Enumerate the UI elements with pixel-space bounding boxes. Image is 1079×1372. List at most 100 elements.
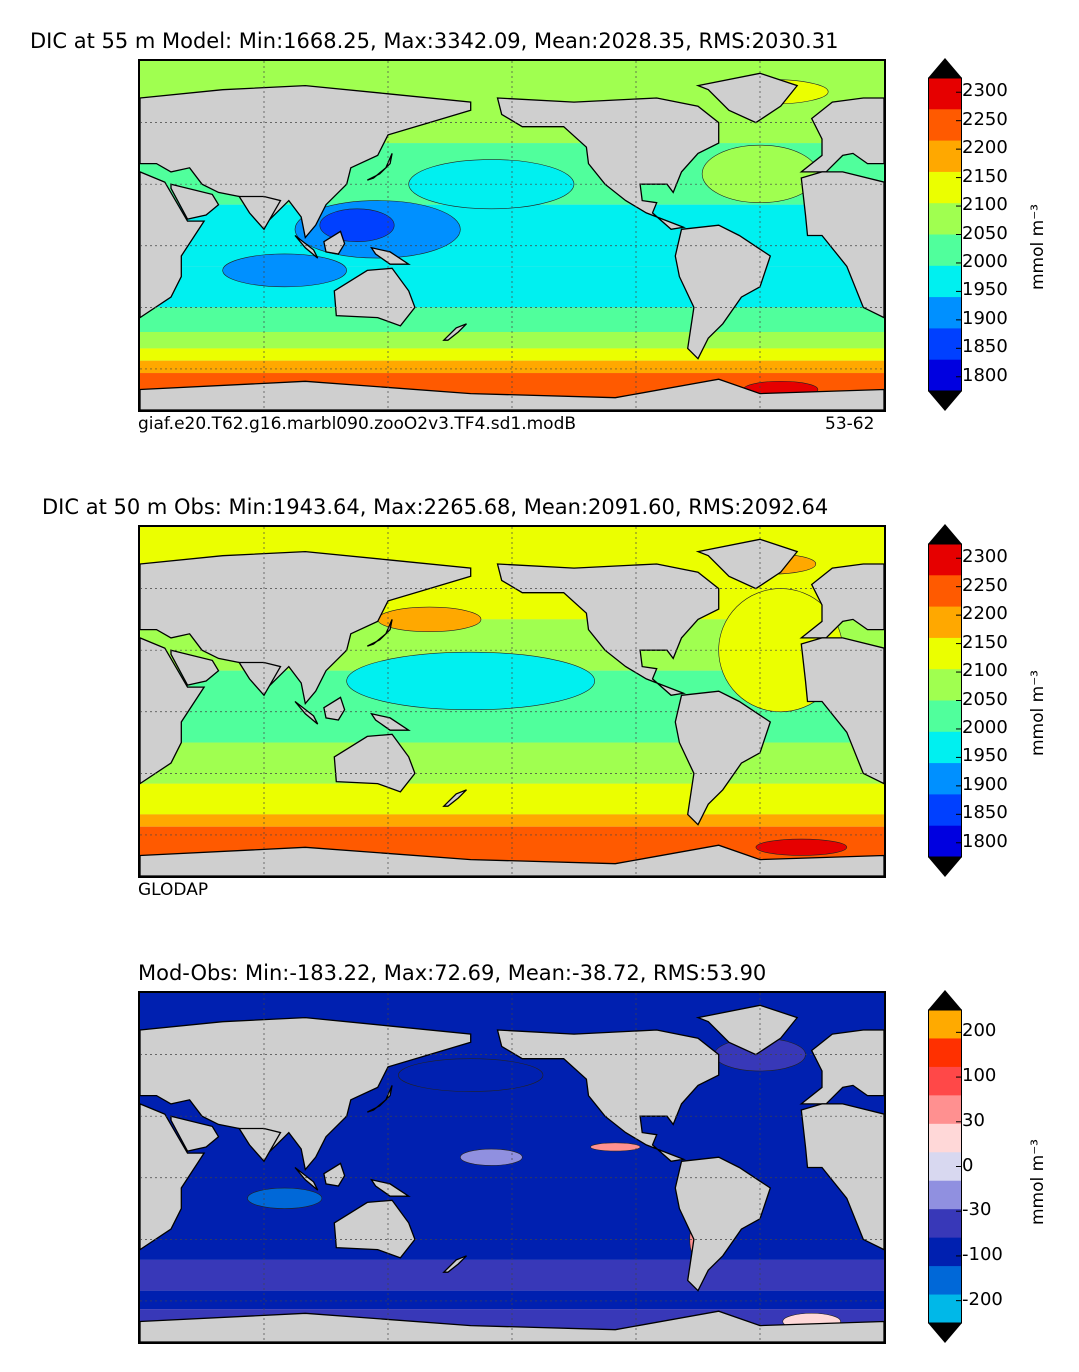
- land-samerica: [674, 1156, 772, 1292]
- panel-2-title: DIC at 50 m Obs: Min:1943.64, Max:2265.6…: [42, 495, 829, 519]
- panel-1-colorbar-unit: mmol m⁻³: [1028, 204, 1048, 290]
- land-japan: [367, 619, 393, 647]
- panel-1-colorbar-segment: [928, 328, 962, 361]
- panel-1-map: [138, 59, 886, 412]
- land-sumatra: [294, 234, 319, 259]
- ocean-band-southern-1: [140, 1259, 884, 1291]
- panel-3-colorbar-segment: [928, 1180, 962, 1210]
- contour-north-pacific: [398, 1058, 544, 1092]
- panel-2-colorbar-svg: [928, 524, 962, 877]
- panel-2-colorbar-tick-label: 2000: [962, 716, 1008, 738]
- panel-3-colorbar-segment: [928, 1038, 962, 1068]
- ocean-band-southern-2: [140, 331, 884, 349]
- land-nz: [442, 1255, 467, 1273]
- panel-1-colorbar-segment: [928, 140, 962, 173]
- panel-2-colorbar-tick-label: 2050: [962, 688, 1008, 710]
- panel-2-map-svg: [140, 527, 884, 876]
- panel-2-colorbar: 2300 2250 2200 2150 2100 2050 2000 1950 1900 1850…: [928, 524, 1079, 877]
- land-africa: [140, 637, 206, 785]
- land-borneo: [323, 696, 346, 721]
- panel-3-colorbar-svg: [928, 990, 962, 1343]
- land-eurasia: [140, 550, 472, 706]
- land-eurasia: [140, 1016, 472, 1172]
- panel-2-colorbar-extend-max: [928, 524, 962, 544]
- panel-2-colorbar-segment: [928, 731, 962, 764]
- panel-1-title: DIC at 55 m Model: Min:1668.25, Max:3342…: [30, 29, 839, 53]
- panel-1-colorbar-extend-min: [928, 391, 962, 411]
- land-sumatra: [294, 700, 319, 725]
- panel-2-colorbar-segment: [928, 825, 962, 858]
- land-india: [238, 1127, 282, 1163]
- land-australia: [333, 1199, 416, 1259]
- land-australia: [333, 733, 416, 793]
- panel-3-colorbar-tick-label: -100: [962, 1243, 1003, 1265]
- panel-2-map: [138, 525, 886, 878]
- panel-1-colorbar-segment: [928, 265, 962, 298]
- land-layer: [140, 538, 884, 876]
- land-europe: [799, 97, 884, 173]
- land-arabia: [170, 183, 220, 220]
- panel-2-colorbar-tick-label: 1800: [962, 830, 1008, 852]
- contour-indian: [247, 1187, 323, 1209]
- panel-1-colorbar-segment: [928, 109, 962, 142]
- panel-1-colorbar-extend-max: [928, 58, 962, 78]
- land-borneo: [323, 1162, 346, 1187]
- panel-2-colorbar-tick-label: 2300: [962, 546, 1008, 568]
- panel-1-colorbar: 2300 2250 2200 2150 2100 2050 2000 1950 1900 1850…: [928, 58, 1079, 411]
- land-eurasia: [140, 84, 472, 240]
- land-namerica: [496, 1029, 720, 1162]
- panel-3-colorbar: 200 100 30 0 -30 -100 -200 mmol m⁻³: [928, 990, 1079, 1343]
- land-africa: [140, 171, 206, 319]
- land-greenland: [695, 1004, 799, 1056]
- panel-1-colorbar-segment: [928, 297, 962, 329]
- land-japan: [367, 153, 393, 181]
- land-africa-w: [800, 171, 884, 319]
- panel-1-colorbar-segment: [928, 78, 962, 110]
- panel-1-colorbar-svg: [928, 58, 962, 411]
- land-europe: [799, 563, 884, 639]
- panel-1-colorbar-tick-label: 1900: [962, 307, 1008, 329]
- land-sumatra: [294, 1166, 319, 1191]
- panel-3-colorbar-segment: [928, 1209, 962, 1239]
- panel-3-colorbar-extend-max: [928, 990, 962, 1010]
- land-europe: [799, 1029, 884, 1105]
- panel-2-colorbar-tick-label: 2150: [962, 631, 1008, 653]
- land-newguinea: [370, 1178, 411, 1197]
- land-greenland: [695, 538, 799, 590]
- panel-3-title: Mod-Obs: Min:-183.22, Max:72.69, Mean:-3…: [138, 961, 767, 985]
- land-africa: [140, 1103, 206, 1251]
- panel-1-colorbar-tick-label: 2000: [962, 250, 1008, 272]
- contour-equatorial: [460, 1148, 523, 1166]
- panel-2-colorbar-tick-label: 2200: [962, 603, 1008, 625]
- land-africa-w: [800, 1103, 884, 1251]
- panel-1-colorbar-segment: [928, 171, 962, 204]
- panel-2-colorbar-unit: mmol m⁻³: [1028, 670, 1048, 756]
- land-arabia: [170, 649, 220, 686]
- panel-2-colorbar-segment: [928, 575, 962, 608]
- panel-1-colorbar-tick-label: 2200: [962, 137, 1008, 159]
- contour-kuroshio: [377, 606, 482, 632]
- panel-2-colorbar-segment: [928, 794, 962, 827]
- panel-2-colorbar-segment: [928, 544, 962, 576]
- panel-2-colorbar-tick-label: 1900: [962, 773, 1008, 795]
- panel-1-years-caption: 53-62: [825, 414, 875, 434]
- panel-3-colorbar-segment: [928, 1266, 962, 1296]
- land-newguinea: [370, 246, 411, 265]
- land-arabia: [170, 1115, 220, 1152]
- land-greenland: [695, 72, 799, 124]
- contour-weddell: [755, 838, 848, 856]
- contour-north-atlantic: [701, 144, 819, 203]
- panel-2-colorbar-tick-label: 1950: [962, 745, 1008, 767]
- land-samerica: [674, 690, 772, 826]
- panel-1-colorbar-tick-label: 1800: [962, 364, 1008, 386]
- land-nz: [442, 789, 467, 807]
- contour-pacific-low: [346, 651, 595, 711]
- panel-1-colorbar-tick-label: 2150: [962, 165, 1008, 187]
- panel-3-colorbar-segment: [928, 1010, 962, 1039]
- ocean-band-southern-3: [140, 348, 884, 361]
- panel-1-map-svg: [140, 61, 884, 410]
- land-layer: [140, 1004, 884, 1342]
- contour-tropical-pacific: [590, 1142, 641, 1152]
- panel-2-colorbar-segment: [928, 606, 962, 639]
- panel-3-colorbar-tick-label: -200: [962, 1288, 1003, 1310]
